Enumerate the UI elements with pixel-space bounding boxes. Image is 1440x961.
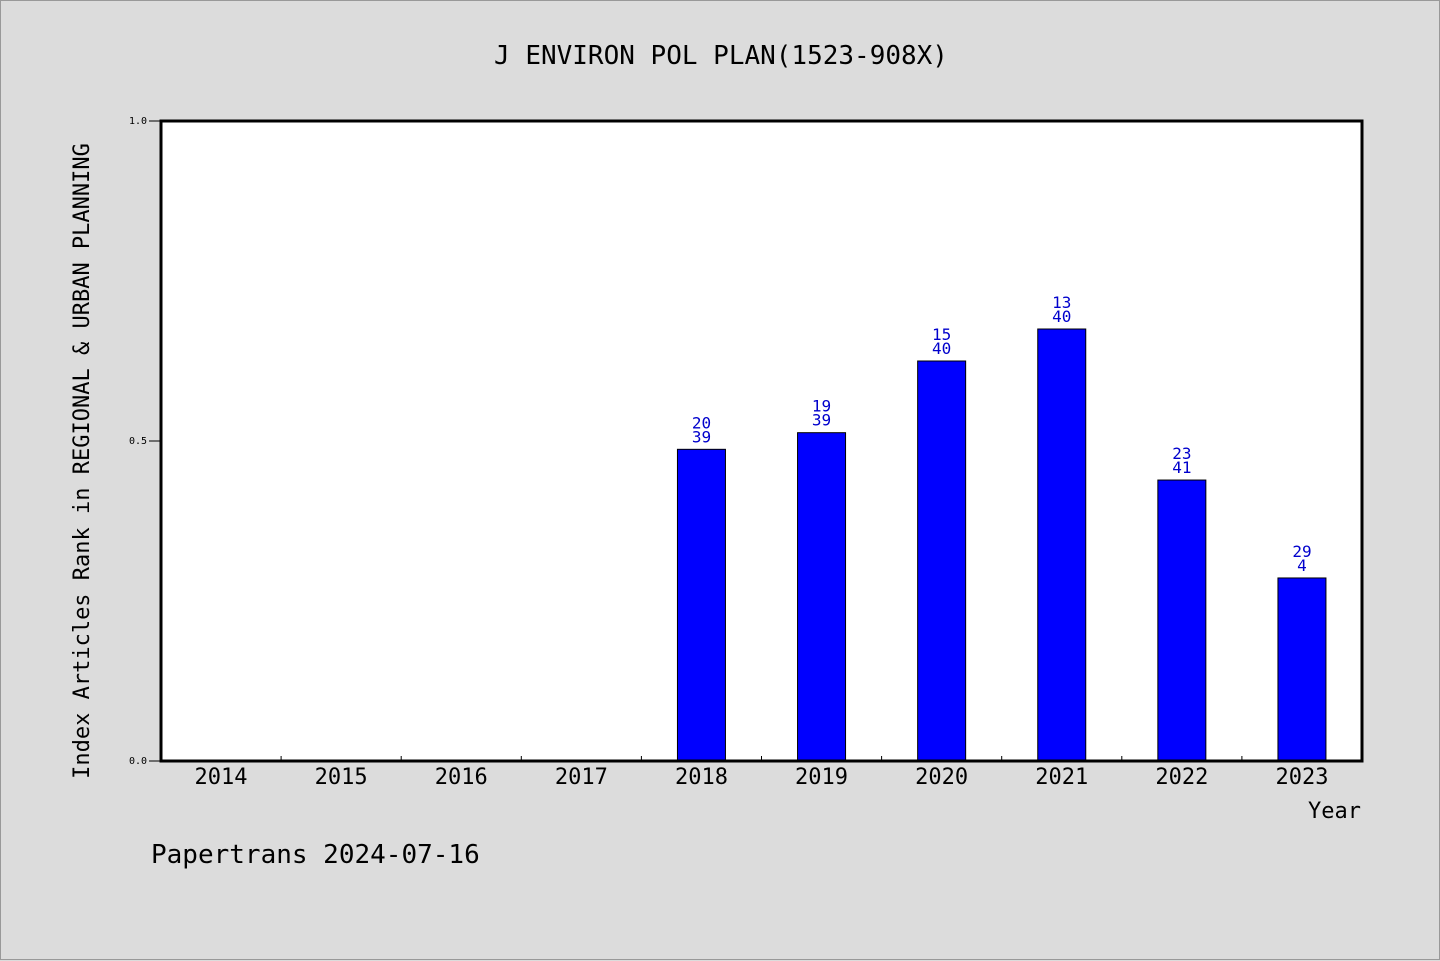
data-label-bottom: 41: [1172, 458, 1191, 477]
y-axis-label: Index Articles Rank in REGIONAL & URBAN …: [70, 143, 95, 779]
data-label-top: 20: [692, 413, 711, 432]
data-label-bottom: 40: [932, 339, 951, 358]
y-axis: 0.0 0.5 1.0: [129, 116, 161, 767]
bar-2022: [1157, 479, 1207, 762]
bars-group: [676, 328, 1327, 762]
data-label-top: 29: [1292, 542, 1311, 561]
x-tick-label: 2021: [1035, 765, 1088, 790]
bar-2023: [1277, 577, 1327, 762]
x-tick-label: 2014: [195, 765, 248, 790]
data-label-top: 13: [1052, 293, 1071, 312]
bar-2020: [917, 360, 967, 762]
x-axis-label: Year: [1308, 799, 1361, 824]
chart-title: J ENVIRON POL PLAN(1523-908X): [494, 41, 948, 71]
data-label-bottom: 39: [812, 411, 831, 430]
x-tick-label: 2020: [915, 765, 968, 790]
bar-2021: [1037, 328, 1087, 762]
bar-2019: [797, 432, 847, 762]
data-label-top: 23: [1172, 444, 1191, 463]
data-label-bottom: 39: [692, 427, 711, 446]
data-label-top: 19: [812, 397, 831, 416]
x-tick-label: 2017: [555, 765, 608, 790]
data-label-top: 15: [932, 325, 951, 344]
data-label-bottom: 4: [1297, 556, 1307, 575]
x-tick-label: 2019: [795, 765, 848, 790]
footer-text: Papertrans 2024-07-16: [151, 840, 480, 870]
y-tick-label: 0.5: [129, 436, 147, 447]
y-tick-label: 0.0: [129, 756, 147, 767]
x-tick-label: 2015: [315, 765, 368, 790]
x-tick-label: 2018: [675, 765, 728, 790]
y-tick-label: 1.0: [129, 116, 147, 127]
x-tick-label: 2022: [1155, 765, 1208, 790]
x-axis: 2014 2015 2016 2017 2018 2019 2020 2021 2022 2023: [195, 756, 1328, 790]
x-tick-label: 2023: [1275, 765, 1328, 790]
bar-2018: [676, 448, 726, 762]
data-label-bottom: 40: [1052, 307, 1071, 326]
x-tick-label: 2016: [435, 765, 488, 790]
